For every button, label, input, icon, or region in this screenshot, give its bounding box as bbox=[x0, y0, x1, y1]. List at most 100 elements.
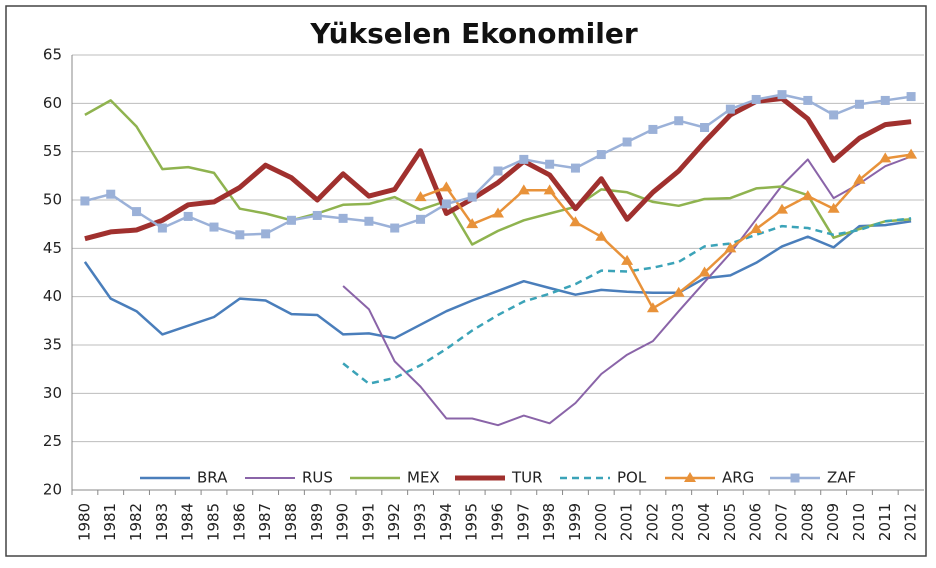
y-tick-label: 25 bbox=[43, 432, 62, 450]
chart-title: Yükselen Ekonomiler bbox=[309, 17, 637, 50]
legend-marker bbox=[684, 472, 696, 482]
legend-label: BRA bbox=[197, 469, 228, 487]
marker bbox=[106, 189, 116, 199]
x-tick-label: 1988 bbox=[282, 503, 300, 541]
marker bbox=[827, 202, 840, 213]
marker bbox=[648, 124, 658, 134]
x-tick-label: 1998 bbox=[540, 503, 558, 541]
x-tick-label: 1995 bbox=[463, 503, 481, 541]
marker bbox=[725, 104, 735, 114]
x-tick-label: 1989 bbox=[308, 503, 326, 541]
x-tick-label: 2007 bbox=[773, 503, 791, 541]
marker bbox=[700, 123, 710, 132]
marker bbox=[543, 184, 556, 195]
x-tick-label: 1994 bbox=[437, 503, 455, 541]
marker bbox=[829, 110, 839, 120]
marker bbox=[880, 95, 890, 105]
y-tick-label: 65 bbox=[43, 46, 62, 64]
marker bbox=[776, 203, 788, 214]
marker bbox=[517, 184, 530, 195]
x-tick-label: 2004 bbox=[695, 503, 713, 541]
x-tick-label: 2010 bbox=[850, 503, 868, 541]
legend-marker bbox=[790, 473, 800, 483]
marker bbox=[183, 211, 193, 221]
x-tick-label: 2008 bbox=[798, 503, 816, 541]
x-tick-label: 1996 bbox=[489, 503, 507, 541]
marker bbox=[621, 254, 634, 265]
marker bbox=[416, 214, 426, 224]
marker bbox=[545, 159, 555, 169]
marker bbox=[441, 199, 451, 209]
x-tick-label: 2012 bbox=[902, 503, 920, 541]
x-tick-label: 1999 bbox=[566, 503, 584, 541]
y-tick-label: 55 bbox=[43, 142, 62, 160]
series-line bbox=[342, 217, 912, 385]
x-tick-label: 1985 bbox=[205, 503, 223, 541]
marker bbox=[569, 216, 582, 227]
x-tick-label: 2003 bbox=[669, 503, 687, 541]
marker bbox=[698, 266, 711, 277]
marker bbox=[235, 230, 245, 240]
marker bbox=[803, 95, 813, 105]
marker bbox=[751, 94, 761, 104]
marker bbox=[750, 223, 763, 233]
chart-frame bbox=[5, 5, 927, 557]
x-tick-label: 1993 bbox=[411, 503, 429, 541]
y-tick-label: 60 bbox=[43, 94, 62, 112]
x-tick-label: 2002 bbox=[643, 503, 661, 541]
legend-label: ARG bbox=[722, 469, 754, 487]
marker bbox=[622, 137, 632, 147]
marker bbox=[492, 207, 504, 218]
marker bbox=[338, 213, 348, 223]
legend-label: TUR bbox=[511, 469, 543, 487]
y-tick-label: 40 bbox=[43, 287, 62, 305]
x-tick-label: 2006 bbox=[747, 503, 765, 541]
series-line bbox=[84, 99, 912, 246]
marker bbox=[672, 286, 685, 297]
marker bbox=[414, 191, 427, 202]
marker bbox=[80, 196, 90, 206]
x-tick-label: 1983 bbox=[153, 503, 171, 541]
x-tick-label: 1980 bbox=[75, 503, 93, 541]
marker bbox=[132, 207, 142, 217]
x-tick-label: 1982 bbox=[127, 503, 145, 541]
marker bbox=[674, 116, 684, 126]
marker bbox=[312, 210, 322, 220]
marker bbox=[466, 218, 479, 229]
x-tick-label: 1987 bbox=[256, 503, 274, 541]
x-tick-label: 2000 bbox=[592, 503, 610, 541]
marker bbox=[906, 92, 916, 102]
x-tick-label: 1990 bbox=[334, 503, 352, 541]
legend-label: ZAF bbox=[827, 469, 856, 487]
marker bbox=[286, 215, 296, 225]
marker bbox=[646, 302, 659, 313]
x-tick-label: 2009 bbox=[824, 503, 842, 541]
marker bbox=[390, 223, 400, 233]
legend-label: MEX bbox=[407, 469, 440, 487]
x-tick-label: 1992 bbox=[385, 503, 403, 541]
marker bbox=[854, 99, 864, 109]
series-line bbox=[84, 96, 912, 242]
marker bbox=[493, 166, 503, 176]
series-line bbox=[83, 220, 912, 340]
series-line bbox=[342, 155, 912, 427]
x-tick-label: 1981 bbox=[101, 503, 119, 541]
x-tick-label: 2005 bbox=[721, 503, 739, 541]
x-tick-label: 1986 bbox=[230, 503, 248, 541]
x-tick-label: 1991 bbox=[359, 503, 377, 541]
marker bbox=[261, 229, 271, 239]
x-tick-label: 1984 bbox=[179, 503, 197, 541]
marker bbox=[801, 190, 814, 201]
x-tick-label: 2011 bbox=[876, 503, 894, 541]
marker bbox=[209, 222, 219, 232]
marker bbox=[596, 150, 606, 160]
marker bbox=[364, 216, 374, 226]
marker bbox=[467, 192, 477, 202]
series-line bbox=[420, 153, 912, 310]
marker bbox=[440, 181, 453, 192]
y-tick-label: 50 bbox=[43, 191, 62, 209]
marker bbox=[879, 152, 892, 163]
marker bbox=[570, 163, 580, 173]
y-tick-label: 30 bbox=[43, 384, 62, 402]
